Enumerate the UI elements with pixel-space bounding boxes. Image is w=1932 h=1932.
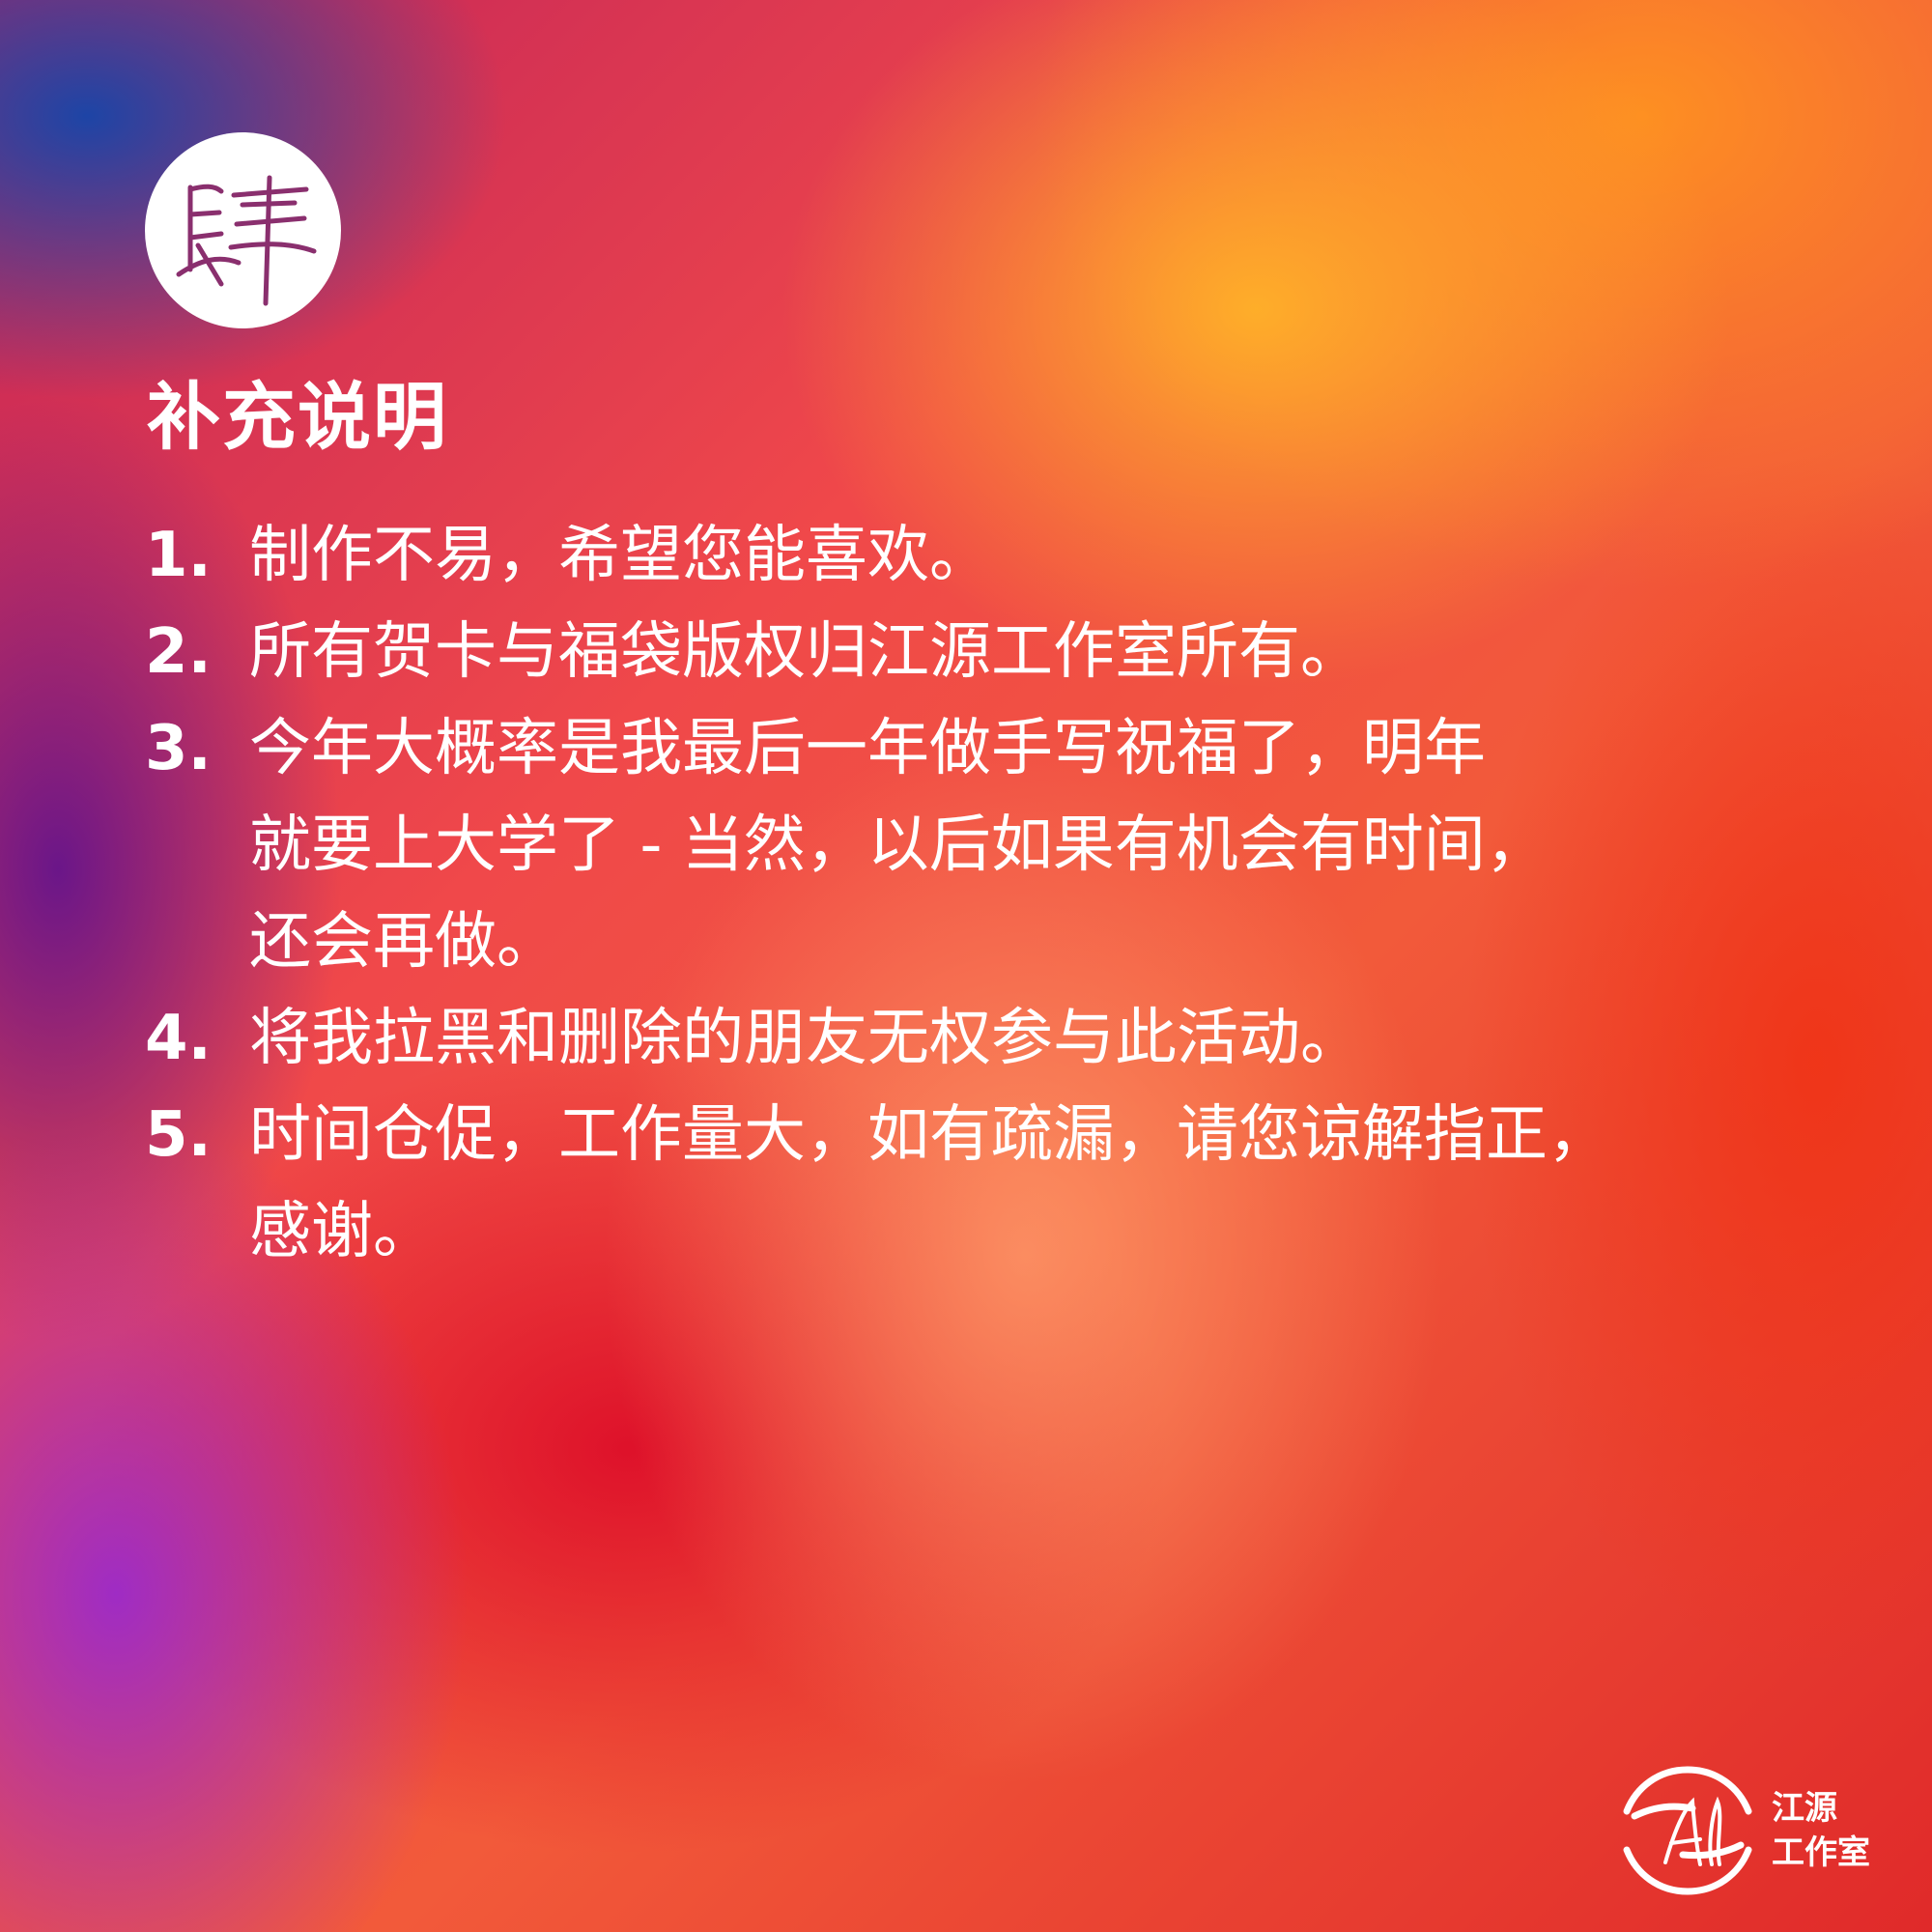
item-number: 2. [145, 616, 212, 688]
item-text-line: 还会再做。 [249, 906, 558, 978]
list-item: 1. 制作不易，希望您能喜欢。 [145, 507, 1806, 604]
item-text: 将我拉黑和删除的朋友无权参与此活动。 [249, 1003, 1362, 1074]
studio-name-line: 工作室 [1772, 1833, 1870, 1872]
item-text-line: 今年大概率是我最后一年做手写祝福了，明年 [249, 713, 1486, 784]
studio-name-line: 江源 [1772, 1789, 1837, 1828]
item-text: 所有贺卡与福袋版权归江源工作室所有。 [249, 616, 1362, 688]
list-item: 2. 所有贺卡与福袋版权归江源工作室所有。 [145, 604, 1806, 700]
item-number: 3. [145, 713, 212, 784]
signature-logo [145, 132, 341, 328]
item-number: 1. [145, 520, 212, 591]
list-item: 4. 将我拉黑和删除的朋友无权参与此活动。 [145, 990, 1806, 1087]
list-item: 5. 时间仓促，工作量大，如有疏漏，请您谅解指正， 感谢。 [145, 1087, 1806, 1280]
item-number: 4. [145, 1003, 212, 1074]
item-text: 制作不易，希望您能喜欢。 [249, 520, 991, 591]
item-text-line: 时间仓促，工作量大，如有疏漏，请您谅解指正， [249, 1099, 1609, 1171]
page-title: 补充说明 [147, 374, 448, 460]
studio-name: 江源 工作室 [1772, 1786, 1870, 1875]
list-item: 3. 今年大概率是我最后一年做手写祝福了，明年 就要上大学了 - 当然，以后如果… [145, 700, 1806, 990]
studio-logo-icon [1623, 1766, 1752, 1895]
item-text-line: 感谢。 [249, 1196, 435, 1267]
item-text-block: 今年大概率是我最后一年做手写祝福了，明年 就要上大学了 - 当然，以后如果有机会… [249, 700, 1806, 990]
item-text-block: 时间仓促，工作量大，如有疏漏，请您谅解指正， 感谢。 [249, 1087, 1806, 1280]
handwritten-character-icon [176, 175, 316, 305]
notes-list: 1. 制作不易，希望您能喜欢。 2. 所有贺卡与福袋版权归江源工作室所有。 3.… [145, 507, 1806, 1280]
item-text-line: 就要上大学了 - 当然，以后如果有机会有时间， [249, 810, 1548, 881]
studio-brand: 江源 工作室 [1615, 1758, 1870, 1903]
item-number: 5. [145, 1099, 212, 1171]
